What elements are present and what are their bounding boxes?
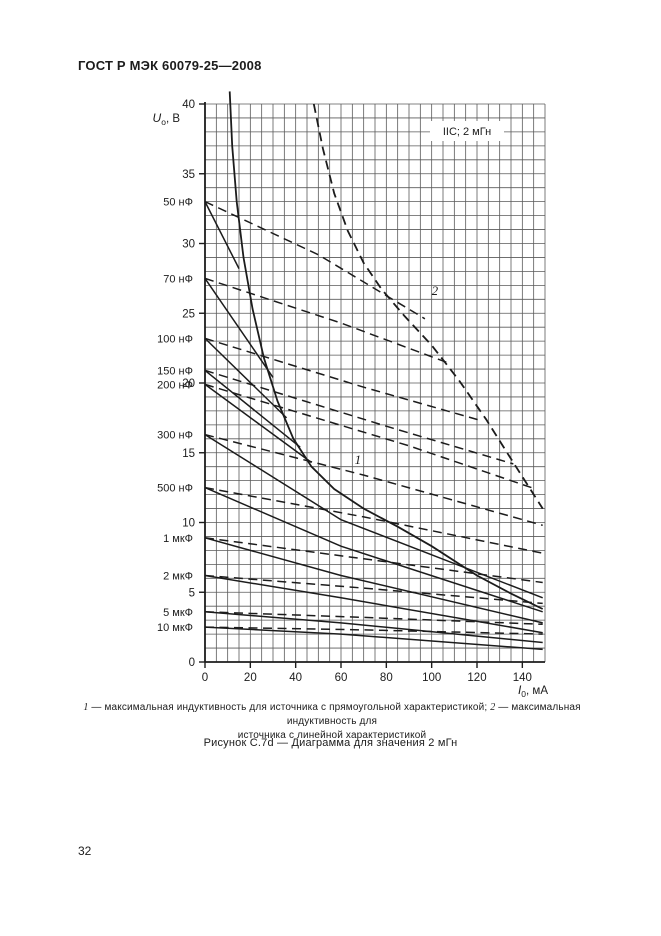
curve-1 мкФ-solid: [204, 537, 543, 624]
diagram-svg: 0 5 10 15 20 25 30 35 40 0 20 40 60 80 100 120 140 Uo, В I…: [153, 91, 549, 699]
curve-1 мкФ-dashed: [204, 537, 543, 584]
curve-number-labels: 12: [355, 283, 439, 467]
x-tick-label: 0: [202, 672, 208, 684]
x-tick-label: 140: [513, 672, 532, 684]
capacitance-label: 200 нФ: [157, 379, 193, 391]
curve-300 нФ-dashed: [204, 433, 543, 527]
curve-label-1: 1: [355, 452, 362, 467]
limit-curve-2: [312, 103, 544, 510]
capacitance-label: 2 мкФ: [163, 571, 193, 583]
y-tick-label: 35: [182, 169, 195, 181]
capacitance-label: 300 нФ: [157, 430, 193, 442]
curve-300 нФ-solid: [204, 433, 543, 599]
figure-legend: 1 — максимальная индуктивность для источ…: [58, 701, 606, 743]
curve-5 мкФ-solid: [204, 611, 543, 644]
document-header: ГОСТ Р МЭК 60079-25—2008: [78, 58, 262, 73]
capacitance-label: 5 мкФ: [163, 607, 193, 619]
legend-line2: источника с линейной характеристикой: [237, 730, 427, 741]
legend-item1-text: — максимальная индуктивность для источни…: [88, 702, 491, 713]
capacitance-label: 70 нФ: [163, 273, 193, 285]
curve-2 мкФ-solid: [204, 574, 543, 634]
curve-2 мкФ-dashed: [204, 574, 543, 605]
curve-10 мкФ-dashed: [204, 626, 543, 635]
curve-100 нФ-solid: [204, 337, 288, 419]
capacitance-label: 100 нФ: [157, 333, 193, 345]
y-tick-label: 25: [182, 308, 195, 320]
x-tick-label: 60: [335, 672, 348, 684]
annotation-text: IIC; 2 мГн: [443, 126, 491, 138]
limit-curve-1: [228, 91, 544, 610]
y-tick-label: 15: [182, 448, 195, 460]
capacitance-label: 150 нФ: [157, 365, 193, 377]
curve-70 нФ-solid: [204, 277, 274, 378]
y-tick-label: 40: [182, 99, 195, 111]
legend-item1-number: 1: [83, 702, 89, 713]
capacitance-label: 500 нФ: [157, 483, 193, 495]
figure-caption: Рисунок С.7d — Диаграмма для значения 2 …: [203, 737, 458, 749]
capacitance-label: 1 мкФ: [163, 533, 193, 545]
x-tick-label: 80: [380, 672, 393, 684]
annotation-background: [430, 121, 504, 141]
x-tick-label: 20: [244, 672, 257, 684]
curve-200 нФ-solid: [204, 383, 312, 464]
curve-500 нФ-dashed: [204, 486, 543, 554]
legend-item2-number: 2: [490, 702, 496, 713]
y-tick-label: 0: [189, 657, 195, 669]
capacitance-label: 10 мкФ: [157, 622, 193, 634]
figure-c7d-chart: 0 5 10 15 20 25 30 35 40 0 20 40 60 80 100 120 140 Uo, В I…: [0, 85, 661, 699]
curve-150 нФ-solid: [204, 369, 301, 448]
x-tick-label: 40: [289, 672, 302, 684]
curve-200 нФ-dashed: [204, 383, 532, 489]
x-tick-label: 120: [467, 672, 486, 684]
x-tick-label: 100: [422, 672, 441, 684]
curve-150 нФ-dashed: [204, 369, 514, 465]
curve-70 нФ-dashed: [204, 277, 451, 365]
y-tick-label: 30: [182, 239, 195, 251]
annotation-box: IIC; 2 мГн: [430, 121, 504, 141]
y-tick-label: 20: [182, 378, 195, 390]
curve-10 мкФ-solid: [204, 626, 543, 651]
curves: [204, 91, 544, 651]
x-axis-title: I0, мА: [518, 683, 548, 699]
curve-100 нФ-dashed: [204, 337, 482, 422]
y-tick-label: 10: [182, 518, 195, 530]
page-number: 32: [78, 844, 92, 858]
capacitance-label: 50 нФ: [163, 197, 193, 209]
curve-5 мкФ-dashed: [204, 611, 543, 626]
legend-line1: 1 — максимальная индуктивность для источ…: [83, 702, 580, 727]
capacitance-labels: 50 нФ 70 нФ 100 нФ 150 нФ 200 нФ 300 нФ 500 нФ…: [157, 197, 193, 634]
curve-50 нФ-solid: [204, 201, 240, 269]
curve-500 нФ-solid: [204, 486, 543, 613]
y-tick-label: 5: [189, 587, 195, 599]
curve-label-2: 2: [432, 283, 439, 298]
y-axis-title: Uo, В: [153, 111, 181, 127]
grid-lines: [204, 103, 546, 663]
axes: 0 5 10 15 20 25 30 35 40 0 20 40 60 80 100 120 140 Uo, В I…: [153, 99, 549, 699]
legend-item2-text: — максимальная индуктивность для: [286, 702, 581, 727]
